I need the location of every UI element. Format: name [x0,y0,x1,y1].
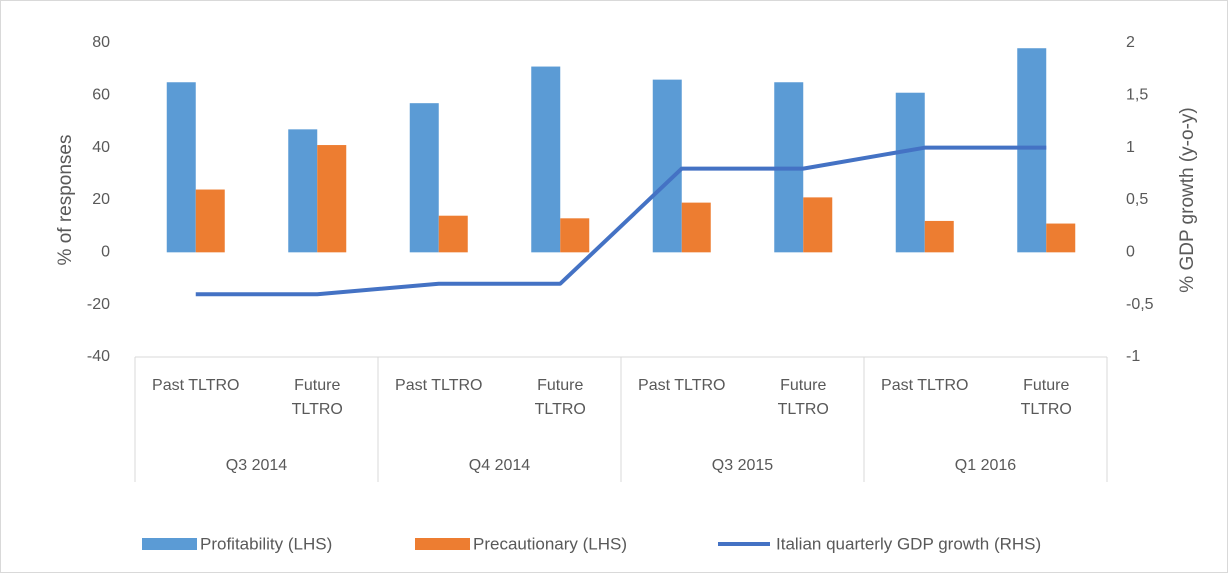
bar [803,197,833,253]
group-label: Q3 2015 [712,457,773,474]
legend-label: Precautionary (LHS) [473,534,627,553]
x-tick-label: Past TLTRO [638,377,726,394]
y2-tick-label: 1 [1126,139,1135,156]
x-tick-label: Past TLTRO [881,377,969,394]
bar [681,202,711,253]
bar [560,218,590,253]
y-tick-label: 20 [92,191,110,208]
y-tick-label: -40 [87,348,110,365]
y-tick-label: 60 [92,87,110,104]
y-tick-label: 40 [92,139,110,156]
bar [924,220,954,253]
y2-tick-label: -0,5 [1126,296,1154,313]
bar [531,66,561,253]
y2-tick-label: 1,5 [1126,87,1148,104]
group-label: Q4 2014 [469,457,530,474]
y2-tick-label: 0,5 [1126,191,1148,208]
y2-tick-label: 0 [1126,244,1135,261]
y2-tick-label: -1 [1126,348,1140,365]
y-tick-label: 0 [101,244,110,261]
bar [652,79,682,253]
y2-axis-label: % GDP growth (y-o-y) [1177,107,1198,292]
y-tick-label: 80 [92,34,110,51]
bar [1046,223,1076,253]
bar [288,129,318,253]
x-tick-label: Future TLTRO [1020,377,1072,418]
bar [166,82,196,253]
legend-swatch [415,538,470,550]
x-tick-label: Future TLTRO [777,377,829,418]
x-tick-label: Future TLTRO [291,377,343,418]
x-tick-label: Past TLTRO [395,377,483,394]
bar [1017,48,1047,253]
bar [895,92,925,253]
legend-swatch [142,538,197,550]
line [195,145,1047,297]
legend-label: Profitability (LHS) [200,534,332,553]
group-label: Q1 2016 [955,457,1016,474]
bar [195,189,225,253]
group-label: Q3 2014 [226,457,287,474]
y2-tick-label: 2 [1126,34,1135,51]
bar [409,103,439,253]
y-tick-label: -20 [87,296,110,313]
x-tick-label: Future TLTRO [534,377,586,418]
legend-label: Italian quarterly GDP growth (RHS) [776,534,1041,553]
y-axis-label: % of responses [55,135,76,266]
bar [317,145,347,253]
bar [438,215,468,253]
x-tick-label: Past TLTRO [152,377,240,394]
